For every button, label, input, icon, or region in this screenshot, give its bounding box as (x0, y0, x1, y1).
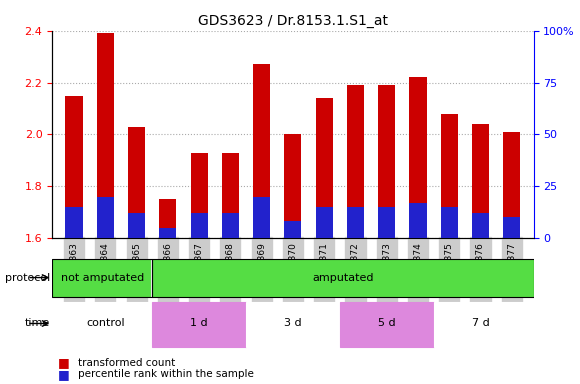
Text: protocol: protocol (5, 273, 50, 283)
Bar (472, 213, 489, 238)
Bar (160, 199, 176, 238)
Bar (316, 207, 333, 238)
Bar (66, 207, 83, 238)
Text: amputated: amputated (312, 273, 374, 283)
Text: percentile rank within the sample: percentile rank within the sample (78, 369, 254, 379)
Bar (160, 228, 176, 238)
Text: transformed count: transformed count (78, 358, 176, 368)
Bar (222, 213, 239, 238)
Bar (340, 302, 434, 347)
Text: ■: ■ (58, 368, 70, 381)
Bar (441, 207, 458, 238)
Bar (246, 302, 340, 347)
Bar (284, 222, 302, 238)
Bar (316, 98, 333, 238)
Bar (152, 302, 246, 347)
Bar (66, 96, 83, 238)
Bar (503, 217, 520, 238)
Text: 3 d: 3 d (284, 318, 302, 328)
Bar (128, 213, 145, 238)
Bar (253, 65, 270, 238)
Text: 1 d: 1 d (190, 318, 208, 328)
Bar (378, 85, 396, 238)
Bar (190, 213, 208, 238)
Bar (128, 127, 145, 238)
Text: not amputated: not amputated (60, 273, 144, 283)
Bar (59, 302, 152, 347)
Bar (97, 33, 114, 238)
Text: control: control (86, 318, 125, 328)
Bar (434, 302, 527, 347)
Text: ■: ■ (58, 356, 70, 369)
Bar (284, 134, 302, 238)
Title: GDS3623 / Dr.8153.1.S1_at: GDS3623 / Dr.8153.1.S1_at (198, 14, 388, 28)
Bar (253, 197, 270, 238)
Bar (347, 207, 364, 238)
Text: time: time (25, 318, 50, 328)
Bar (409, 78, 426, 238)
Bar (503, 132, 520, 238)
Bar (378, 207, 396, 238)
Bar (97, 197, 114, 238)
Bar (347, 85, 364, 238)
Bar (222, 152, 239, 238)
Bar (190, 152, 208, 238)
Bar (52, 260, 152, 297)
Bar (441, 114, 458, 238)
Bar (472, 124, 489, 238)
Bar (152, 260, 534, 297)
Text: 5 d: 5 d (378, 318, 396, 328)
Text: 7 d: 7 d (472, 318, 490, 328)
Bar (409, 203, 426, 238)
